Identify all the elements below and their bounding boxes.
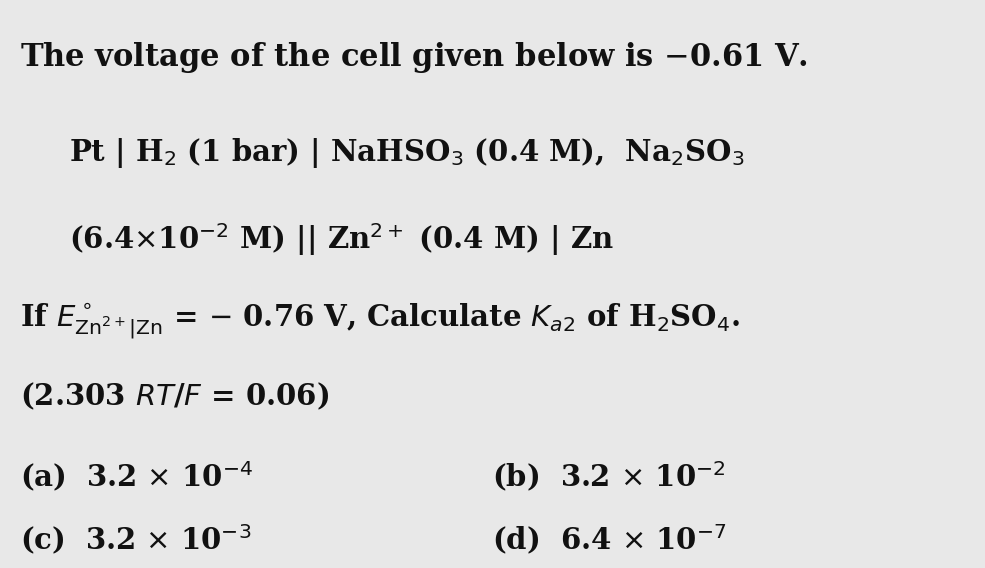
Text: (a)  3.2 $\times$ 10$^{-4}$: (a) 3.2 $\times$ 10$^{-4}$	[20, 460, 253, 494]
Text: (6.4$\times$10$^{-2}$ M) || Zn$^{2+}$ (0.4 M) | Zn: (6.4$\times$10$^{-2}$ M) || Zn$^{2+}$ (0…	[69, 222, 614, 258]
Text: (c)  3.2 $\times$ 10$^{-3}$: (c) 3.2 $\times$ 10$^{-3}$	[20, 523, 251, 557]
Text: (b)  3.2 $\times$ 10$^{-2}$: (b) 3.2 $\times$ 10$^{-2}$	[492, 460, 726, 494]
Text: (d)  6.4 $\times$ 10$^{-7}$: (d) 6.4 $\times$ 10$^{-7}$	[492, 523, 727, 557]
Text: If $E^\circ_{\mathrm{Zn^{2+}|Zn}}$ = $-$ 0.76 V, Calculate $K_{a2}$ of H$_2$SO$_: If $E^\circ_{\mathrm{Zn^{2+}|Zn}}$ = $-$…	[20, 301, 740, 341]
Text: (2.303 $RT$/$F$ = 0.06): (2.303 $RT$/$F$ = 0.06)	[20, 381, 329, 412]
Text: The voltage of the cell given below is $-$0.61 V.: The voltage of the cell given below is $…	[20, 40, 808, 75]
Text: Pt | H$_2$ (1 bar) | NaHSO$_3$ (0.4 M),  Na$_2$SO$_3$: Pt | H$_2$ (1 bar) | NaHSO$_3$ (0.4 M), …	[69, 136, 745, 170]
